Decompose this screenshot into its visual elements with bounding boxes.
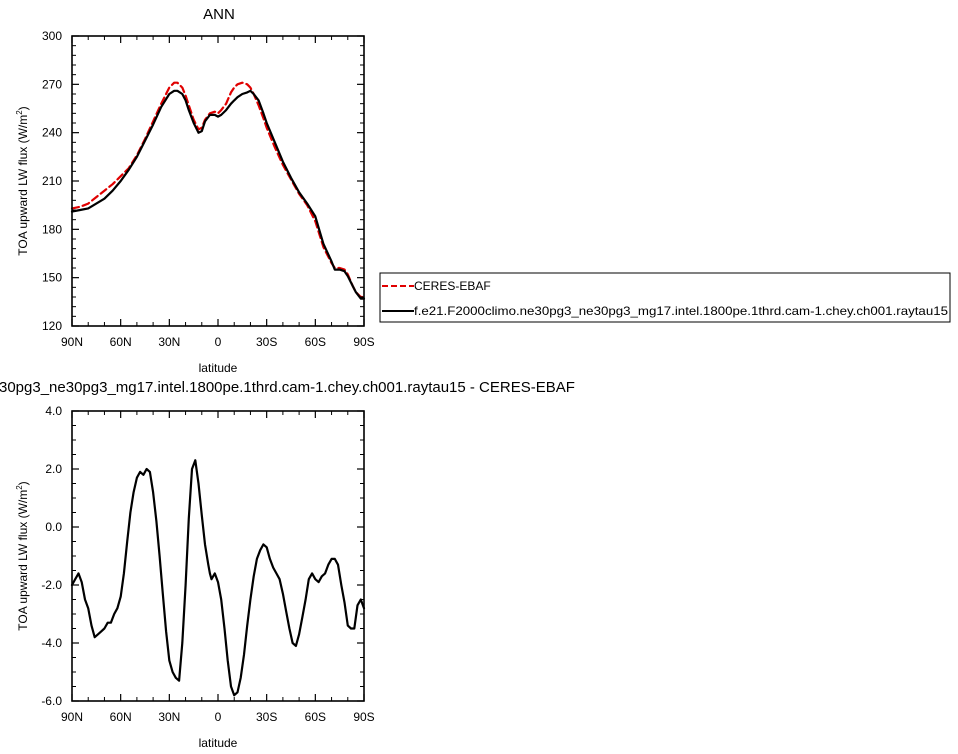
x-tick-label: 90N	[61, 335, 83, 349]
x-axis-label: latitude	[199, 361, 238, 375]
x-tick-label: 60N	[110, 710, 132, 724]
series-line-ceres-ebaf	[70, 81, 366, 299]
panel-bottom: f.e21.F2000climo.ne30pg3_ne30pg3_mg17.in…	[0, 379, 575, 750]
series-line-model	[70, 89, 366, 300]
y-axis-label-close: )	[16, 481, 30, 485]
legend-label-model: f.e21.F2000climo.ne30pg3_ne30pg3_mg17.in…	[414, 304, 948, 318]
x-tick-label: 90N	[61, 710, 83, 724]
plot-frame	[71, 410, 365, 702]
chart-title: ANN	[203, 6, 235, 23]
y-tick-label: -6.0	[41, 694, 62, 708]
x-tick-label: 30S	[256, 335, 277, 349]
plot-frame	[71, 35, 365, 327]
x-tick-label: 30N	[158, 710, 180, 724]
y-tick-label: 150	[42, 271, 62, 285]
y-tick-label: 270	[42, 77, 62, 91]
y-tick-label: 210	[42, 174, 62, 188]
legend-label-ceres: CERES-EBAF	[414, 279, 491, 293]
y-tick-label: -2.0	[41, 578, 62, 592]
series-line-difference	[70, 459, 366, 697]
y-axis-label-sup: 2	[15, 485, 24, 490]
y-axis-label: TOA upward LW flux (W/m2)	[15, 481, 30, 630]
x-tick-label: 60S	[305, 335, 326, 349]
legend-box	[379, 272, 951, 323]
series-group	[70, 81, 366, 300]
y-axis-label-sup: 2	[15, 110, 24, 115]
y-tick-label: -4.0	[41, 636, 62, 650]
y-axis-label-close: )	[16, 106, 30, 110]
y-tick-label: 2.0	[45, 462, 62, 476]
x-tick-label: 0	[215, 710, 222, 724]
x-tick-label: 90S	[353, 335, 374, 349]
y-tick-label: 0.0	[45, 520, 62, 534]
y-tick-label: 300	[42, 29, 62, 43]
y-axis-label-main: TOA upward LW flux (W/m	[16, 115, 30, 256]
y-tick-label: 240	[42, 126, 62, 140]
x-tick-label: 0	[215, 335, 222, 349]
legend: CERES-EBAF f.e21.F2000climo.ne30pg3_ne30…	[379, 272, 951, 323]
y-tick-label: 180	[42, 222, 62, 236]
x-tick-label: 90S	[353, 710, 374, 724]
y-tick-label: 120	[42, 319, 62, 333]
chart-title-difference: f.e21.F2000climo.ne30pg3_ne30pg3_mg17.in…	[0, 379, 575, 396]
x-tick-label: 60S	[305, 710, 326, 724]
series-group	[70, 459, 366, 697]
x-tick-label: 60N	[110, 335, 132, 349]
x-axis-label: latitude	[199, 736, 238, 750]
y-axis-label: TOA upward LW flux (W/m2)	[15, 106, 30, 255]
y-tick-label: 4.0	[45, 404, 62, 418]
panel-top: ANN 90N 60N 30N 0 30S 60S 90S 120 150 180 210 240 27…	[15, 6, 951, 375]
y-axis-label-main: TOA upward LW flux (W/m	[16, 490, 30, 631]
x-tick-label: 30N	[158, 335, 180, 349]
x-tick-label: 30S	[256, 710, 277, 724]
